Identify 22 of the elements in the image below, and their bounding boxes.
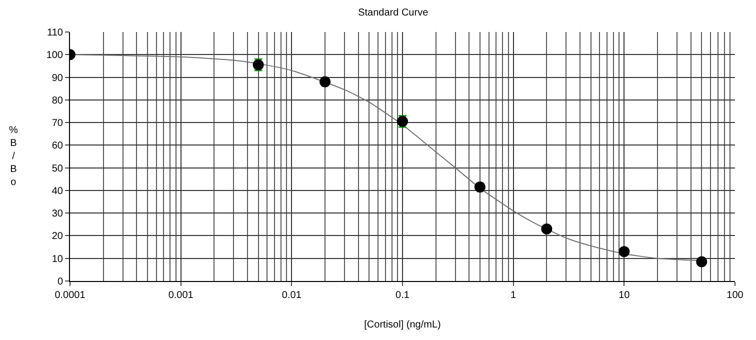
y-tick-label: 0 <box>57 276 64 288</box>
y-tick-label: 80 <box>52 95 64 106</box>
y-tick-label: 110 <box>47 28 64 38</box>
x-tick-label: 100 <box>726 290 744 301</box>
y-tick-label: 50 <box>52 163 64 174</box>
x-tick-label: 0.001 <box>168 290 194 301</box>
x-tick-label: 0.0001 <box>54 290 86 301</box>
x-tick-label: 1 <box>510 290 517 301</box>
y-tick-label: 10 <box>52 254 64 265</box>
chart-title: Standard Curve <box>358 8 429 18</box>
y-tick-label: 70 <box>52 118 64 130</box>
y-tick-label: 100 <box>46 50 64 62</box>
x-tick-label: 10 <box>618 290 630 301</box>
y-tick-label: 90 <box>52 72 64 84</box>
y-tick-label: 20 <box>52 231 64 242</box>
x-tick-label: 0.1 <box>396 290 410 301</box>
x-axis-title: [Cortisol] (ng/mL) <box>364 320 441 330</box>
y-tick-label: 60 <box>52 140 64 152</box>
x-tick-label: 0.01 <box>282 290 302 301</box>
y-tick-label: 30 <box>52 208 64 220</box>
y-tick-label: 40 <box>52 186 64 197</box>
y-axis-title: %B/Bo <box>9 125 18 188</box>
